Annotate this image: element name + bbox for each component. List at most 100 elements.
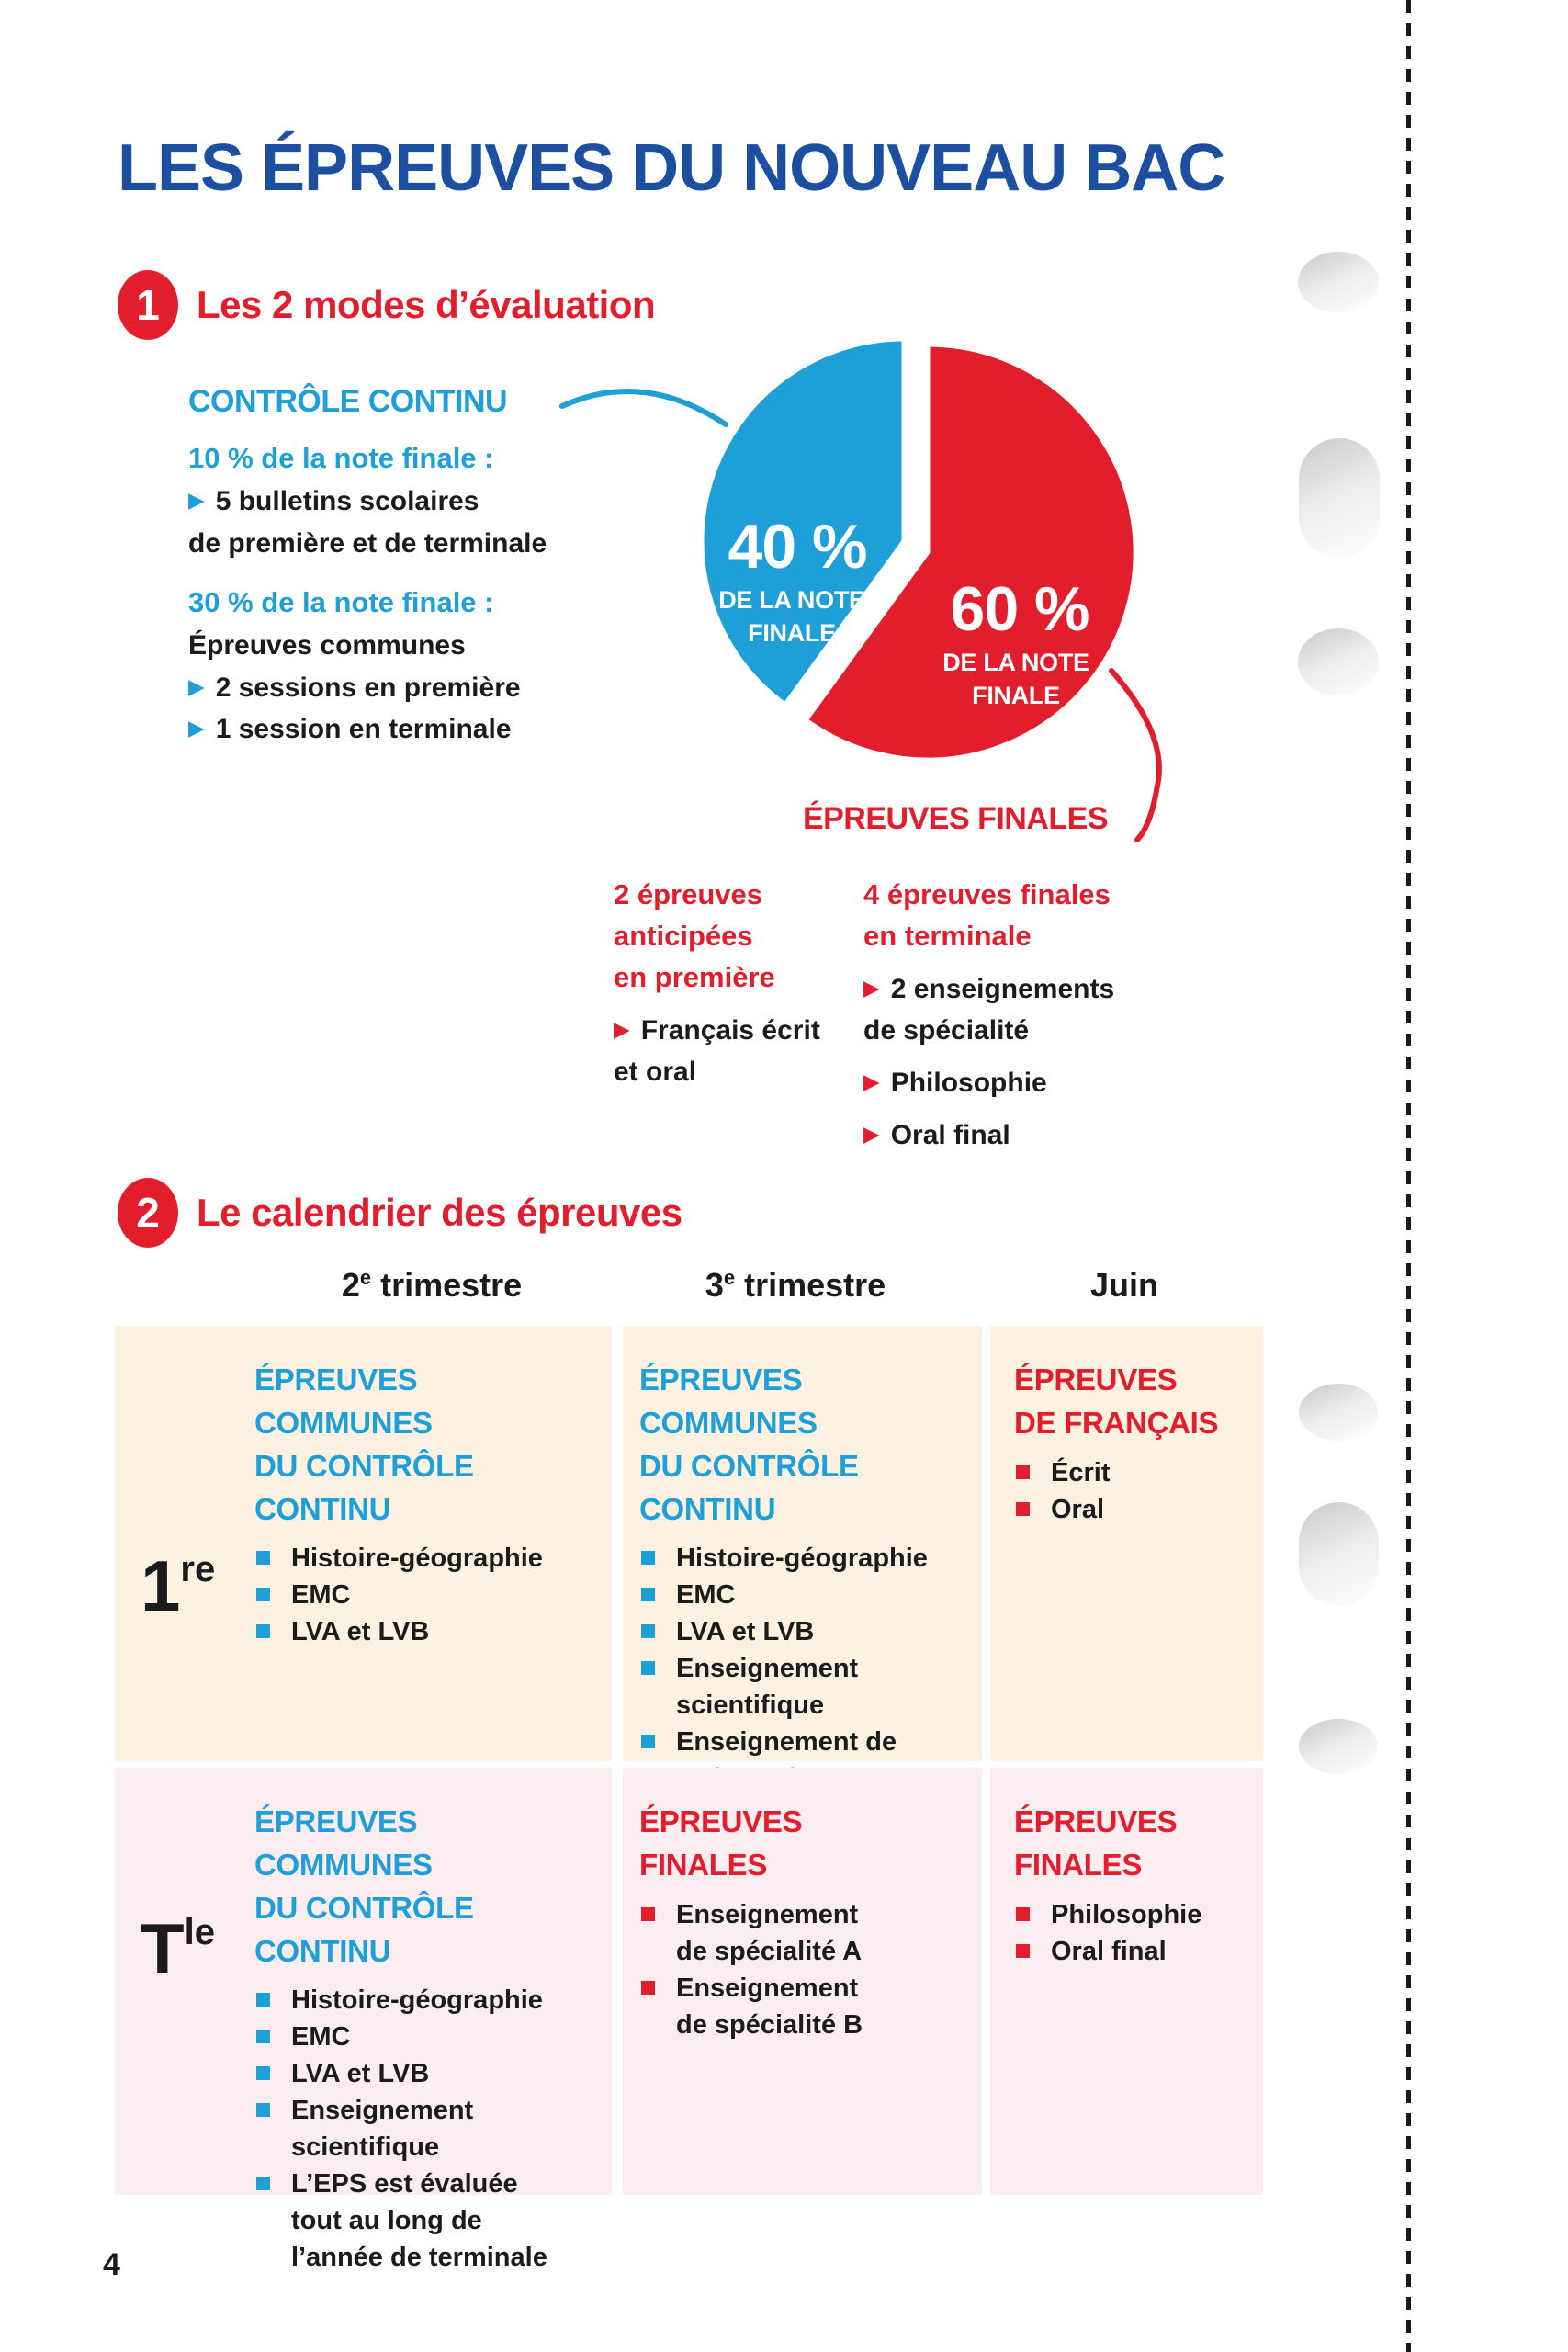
list-item: Philosophie xyxy=(1014,1896,1254,1933)
epreuves-communes-intro: Épreuves communes xyxy=(188,630,466,662)
binder-hole xyxy=(1299,1502,1379,1606)
list-item: Enseignement de spécialité B xyxy=(639,1970,973,2043)
pie-slice-epreuves-finales xyxy=(803,342,1138,763)
section-2-badge: 2 xyxy=(118,1178,178,1248)
section-1-badge: 1 xyxy=(118,270,178,340)
note-30-title: 30 % de la note finale : xyxy=(188,586,494,619)
square-bullet-icon xyxy=(641,1624,655,1639)
list-item: Enseignement scientifique xyxy=(254,2092,603,2165)
list-item: Écrit xyxy=(1014,1454,1254,1491)
controle-continu-block: CONTRÔLE CONTINU 10 % de la note finale … xyxy=(188,384,648,751)
cell-title: ÉPREUVES COMMUNES DU CONTRÔLE CONTINU xyxy=(254,1363,474,1526)
triangle-bullet-icon: ▶ xyxy=(188,489,205,513)
square-bullet-icon xyxy=(256,1624,270,1639)
square-bullet-icon xyxy=(256,1588,270,1602)
cell-terminale-trimestre2: Tle ÉPREUVES COMMUNES DU CONTRÔLE CONTIN… xyxy=(115,1768,612,2272)
column-header-2e-trimestre: 2e trimestre xyxy=(341,1266,523,1304)
list-item: Histoire-géographie xyxy=(254,1540,603,1577)
square-bullet-icon xyxy=(641,1735,655,1749)
square-bullet-icon xyxy=(256,1551,270,1566)
binder-hole xyxy=(1299,1384,1378,1441)
pie-value-60: 60 % xyxy=(950,574,1090,644)
list-item: L’EPS est évaluée tout au long de l’anné… xyxy=(254,2165,603,2276)
square-bullet-icon xyxy=(1016,1943,1030,1958)
section-1-number: 1 xyxy=(136,281,160,329)
note-10-title: 10 % de la note finale : xyxy=(188,442,494,474)
square-bullet-icon xyxy=(256,2030,270,2044)
pie-sublabel-60: DE LA NOTE FINALE xyxy=(942,649,1089,709)
list-item: Oral final xyxy=(1014,1933,1254,1970)
epreuves-finales-title: ÉPREUVES FINALES xyxy=(802,801,1109,836)
list-item: ▶ 2 sessions en première xyxy=(188,672,521,703)
page-number: 4 xyxy=(103,2247,120,2282)
square-bullet-icon xyxy=(256,2103,270,2118)
table-row-terminale: Tle ÉPREUVES COMMUNES DU CONTRÔLE CONTIN… xyxy=(115,1768,1263,2272)
cell-title: ÉPREUVES COMMUNES DU CONTRÔLE CONTINU xyxy=(639,1363,859,1526)
section-2-heading: Le calendrier des épreuves xyxy=(197,1191,682,1234)
dashed-cut-line xyxy=(1406,0,1411,2352)
square-bullet-icon xyxy=(256,2177,270,2191)
square-bullet-icon xyxy=(256,2066,270,2081)
triangle-bullet-icon: ▶ xyxy=(614,1017,630,1042)
cell-title: ÉPREUVES COMMUNES DU CONTRÔLE CONTINU xyxy=(254,1804,474,1968)
list-item: LVA et LVB xyxy=(254,2055,603,2092)
table-row-premiere: 1re ÉPREUVES COMMUNES DU CONTRÔLE CONTIN… xyxy=(115,1326,1263,1830)
triangle-bullet-icon: ▶ xyxy=(188,674,205,699)
square-bullet-icon xyxy=(256,1993,270,2007)
binder-hole xyxy=(1299,438,1380,558)
cell-item-list: Enseignement de spécialité A Enseignemen… xyxy=(639,1896,973,2043)
red-connector-line xyxy=(1109,668,1162,842)
cell-title: ÉPREUVES FINALES xyxy=(1014,1804,1178,1882)
pie-slice-controle-continu xyxy=(699,336,907,707)
square-bullet-icon xyxy=(641,1980,655,1995)
cell-premiere-juin: ÉPREUVES DE FRANÇAIS Écrit Oral xyxy=(990,1326,1263,1761)
list-item: EMC xyxy=(254,2018,603,2055)
list-item: Histoire-géographie xyxy=(639,1540,973,1577)
section-1-heading: Les 2 modes d’évaluation xyxy=(197,283,656,326)
list-item: Histoire-géographie xyxy=(254,1982,603,2018)
triangle-bullet-icon: ▶ xyxy=(863,1069,880,1094)
cell-premiere-trimestre3: ÉPREUVES COMMUNES DU CONTRÔLE CONTINU Hi… xyxy=(623,1326,982,1830)
binder-hole xyxy=(1299,1719,1378,1774)
cell-title: ÉPREUVES FINALES xyxy=(639,1804,803,1882)
cell-item-list: Écrit Oral xyxy=(1014,1454,1254,1528)
binder-hole xyxy=(1298,628,1379,695)
pie-chart xyxy=(559,336,1162,842)
list-item: ▶ Français écrit et oral xyxy=(614,1014,820,1087)
controle-continu-title: CONTRÔLE CONTINU xyxy=(188,384,508,419)
list-item: ▶ 5 bulletins scolaires de première et de… xyxy=(188,486,547,559)
list-item: EMC xyxy=(254,1577,603,1613)
list-item: LVA et LVB xyxy=(639,1613,973,1650)
cell-item-list: Histoire-géographie EMC LVA et LVB Ensei… xyxy=(254,1982,603,2276)
cell-terminale-trimestre3: ÉPREUVES FINALES Enseignement de spécial… xyxy=(623,1768,982,2195)
list-item: ▶ Oral final xyxy=(863,1119,1010,1150)
blue-connector-line xyxy=(559,389,728,427)
finales-column-terminale: 4 épreuves finales en terminale ▶ 2 ensei… xyxy=(863,875,1167,1156)
cell-premiere-trimestre2: 1re ÉPREUVES COMMUNES DU CONTRÔLE CONTIN… xyxy=(115,1326,612,1761)
list-item: Enseignement scientifique xyxy=(639,1650,973,1724)
list-item: ▶ 1 session en terminale xyxy=(188,714,512,745)
list-item: EMC xyxy=(639,1577,973,1613)
square-bullet-icon xyxy=(1016,1464,1030,1479)
pie-sublabel-40: DE LA NOTE FINALE xyxy=(718,586,865,647)
triangle-bullet-icon: ▶ xyxy=(188,717,205,741)
square-bullet-icon xyxy=(641,1588,655,1602)
square-bullet-icon xyxy=(641,1551,655,1566)
column-header-juin: Juin xyxy=(1089,1266,1158,1304)
finales-col1-title: 2 épreuves anticipées en première xyxy=(614,878,775,993)
cell-title: ÉPREUVES DE FRANÇAIS xyxy=(1014,1363,1219,1440)
row-label-terminale: Tle xyxy=(141,1908,216,1989)
finales-col2-title: 4 épreuves finales en terminale xyxy=(863,878,1111,952)
triangle-bullet-icon: ▶ xyxy=(863,1122,880,1147)
section-2-number: 2 xyxy=(136,1189,160,1237)
cell-terminale-juin: ÉPREUVES FINALES Philosophie Oral final xyxy=(990,1768,1263,2195)
column-header-3e-trimestre: 3e trimestre xyxy=(705,1266,886,1304)
square-bullet-icon xyxy=(1016,1906,1030,1921)
list-item: Enseignement de spécialité A xyxy=(639,1896,973,1970)
square-bullet-icon xyxy=(1016,1501,1030,1516)
finales-column-premiere: 2 épreuves anticipées en première ▶ Franç… xyxy=(614,875,871,1092)
list-item: ▶ 2 enseignements de spécialité xyxy=(863,973,1115,1046)
page-title: LES ÉPREUVES DU NOUVEAU BAC xyxy=(118,131,1225,205)
cell-item-list: Philosophie Oral final xyxy=(1014,1896,1254,1970)
